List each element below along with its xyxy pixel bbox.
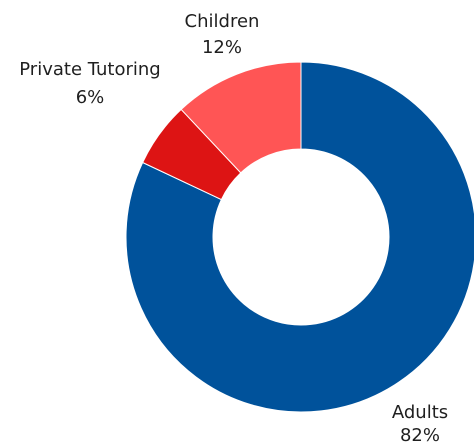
label-adults-name: Adults: [392, 402, 448, 423]
label-adults-value: 82%: [400, 425, 440, 445]
slice-adults: [125, 61, 474, 413]
label-children-name: Children: [185, 11, 260, 32]
donut-slices: [125, 61, 474, 413]
slice-children: [180, 61, 302, 174]
label-private-tutoring-name: Private Tutoring: [19, 59, 160, 80]
label-private-tutoring-value: 6%: [76, 87, 105, 108]
label-children-value: 12%: [202, 37, 242, 58]
